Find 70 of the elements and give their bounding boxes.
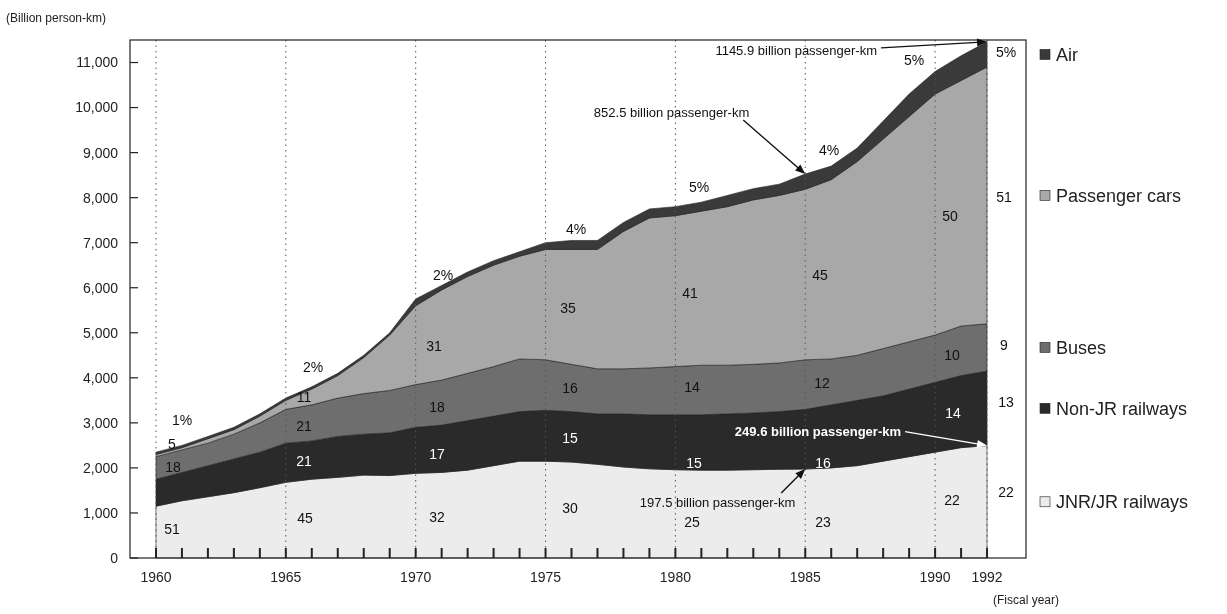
annotation: 32 (429, 508, 445, 525)
y-tick-label: 2,000 (82, 459, 119, 476)
annotation: 10 (944, 346, 960, 363)
x-tick-label: 1980 (659, 569, 692, 585)
y-tick-label: 9,000 (82, 144, 119, 161)
annotation: 5% (995, 43, 1017, 60)
annotation: 18 (165, 458, 181, 475)
x-tick-label: 1992 (971, 569, 1003, 585)
annotation: 1% (171, 411, 193, 428)
annotation: 249.6 billion passenger-km (734, 424, 902, 440)
x-tick-label: 1990 (919, 569, 951, 585)
annotation: 4% (565, 220, 587, 237)
annotation: 16 (815, 454, 831, 471)
annotation: 15 (686, 454, 702, 471)
y-tick-label: 1,000 (82, 504, 119, 521)
y-tick-label: 8,000 (82, 189, 119, 206)
legend-label: Non-JR railways (1056, 398, 1188, 419)
annotation: 25 (684, 513, 700, 530)
annotation: 22 (998, 483, 1014, 500)
annotation: 41 (682, 284, 698, 301)
y-tick-label: 5,000 (82, 324, 119, 341)
y-tick-label: 0 (110, 549, 119, 566)
annotation: 51 (164, 520, 180, 537)
annotation: 1145.9 billion passenger-km (715, 43, 878, 59)
y-tick-label: 11,000 (76, 54, 119, 71)
annotation: 13 (998, 393, 1014, 410)
x-tick-label: 1985 (789, 569, 822, 585)
annotation: 197.5 billion passenger-km (639, 494, 796, 510)
annotation: 2% (432, 266, 454, 283)
y-axis-title: (Billion person-km) (6, 11, 107, 25)
y-tick-label: 3,000 (82, 414, 119, 431)
annotation: 23 (815, 513, 831, 530)
annotation: 4% (818, 141, 840, 158)
annotation: 15 (562, 429, 578, 446)
annotation: 51 (996, 188, 1012, 205)
annotation: 50 (942, 207, 958, 224)
y-tick-label: 7,000 (82, 234, 119, 251)
annotation: 30 (562, 499, 578, 516)
annotation: 17 (429, 445, 445, 462)
annotation: 11 (296, 388, 312, 405)
annotation: 21 (296, 417, 312, 434)
legend-label: Passenger cars (1056, 185, 1182, 206)
annotation: 5% (688, 178, 710, 195)
annotation: 5% (903, 51, 925, 68)
annotation: 2% (302, 358, 324, 375)
y-tick-label: 10,000 (75, 99, 119, 116)
annotation: 18 (429, 398, 445, 415)
legend-label: Air (1056, 44, 1078, 65)
y-tick-label: 6,000 (82, 279, 119, 296)
annotation: 5 (168, 435, 177, 452)
annotation: 9 (1000, 336, 1009, 353)
annotation: 45 (812, 266, 828, 283)
x-axis-title: (Fiscal year) (992, 593, 1060, 607)
annotation: 14 (945, 404, 961, 421)
legend-label: Buses (1056, 337, 1107, 358)
annotation: 12 (814, 374, 830, 391)
y-tick-label: 4,000 (82, 369, 119, 386)
annotation: 16 (562, 379, 578, 396)
annotation: 45 (297, 509, 313, 526)
annotation: 35 (560, 299, 576, 316)
x-tick-label: 1975 (529, 569, 562, 585)
x-tick-label: 1970 (400, 569, 432, 585)
legend-label: JNR/JR railways (1056, 492, 1189, 513)
annotation: 31 (426, 337, 442, 354)
x-tick-label: 1965 (270, 569, 302, 585)
annotation: 21 (296, 452, 312, 469)
annotation: 852.5 billion passenger-km (593, 104, 750, 120)
annotation: 14 (684, 378, 700, 395)
annotation: 22 (944, 491, 960, 508)
x-tick-label: 1960 (140, 569, 172, 585)
